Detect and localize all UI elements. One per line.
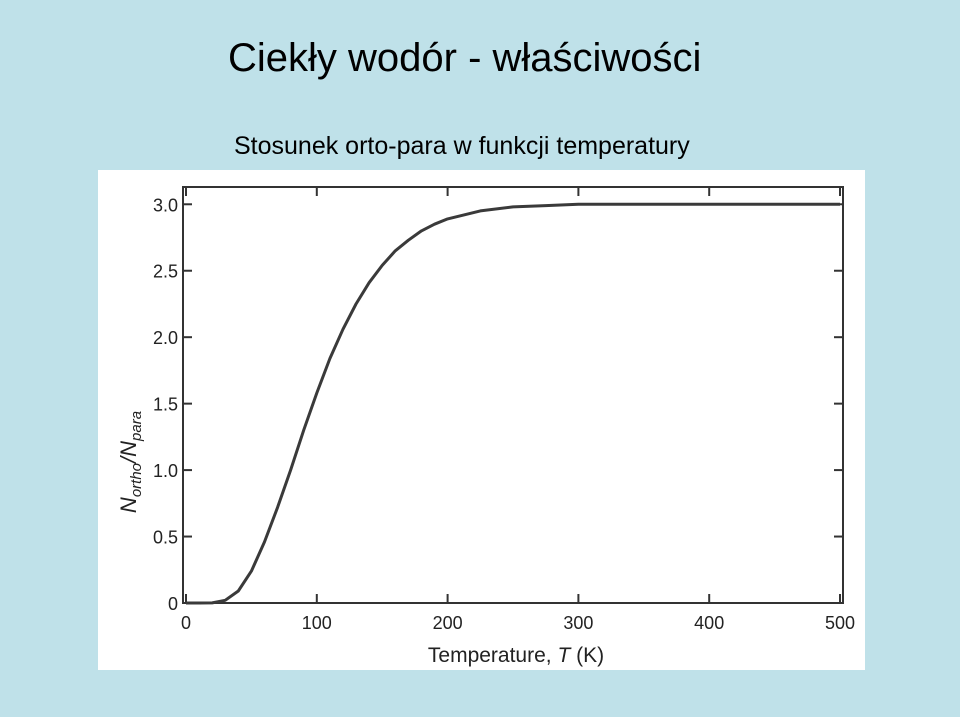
y-label-part: N: [116, 497, 141, 513]
y-tick-label: 2.5: [153, 262, 178, 282]
x-tick-label: 200: [433, 613, 463, 633]
plot-frame: [182, 186, 844, 604]
x-axis-label: Temperature, T (K): [428, 644, 604, 667]
data-line: [186, 202, 840, 605]
x-tick-label: 0: [181, 613, 191, 633]
chart: Northo/Npara Temperature, T (K) 0 0.5 1.0 1…: [98, 170, 865, 670]
x-label-part: Temperature,: [428, 644, 558, 667]
y-label-part: /N: [116, 441, 141, 465]
y-tick-label: 3.0: [153, 195, 178, 215]
y-tick-label: 2.0: [153, 328, 178, 348]
y-axis-label: Northo/Npara: [116, 411, 145, 513]
y-tick-label: 1.0: [153, 461, 178, 481]
y-label-part: ortho: [128, 463, 145, 497]
slide-subtitle: Stosunek orto-para w funkcji temperatury: [234, 132, 690, 160]
y-tick-label: 1.5: [153, 395, 178, 415]
x-tick-label: 300: [563, 613, 593, 633]
y-tick-label: 0: [168, 594, 178, 614]
x-tick-label: 500: [825, 613, 855, 633]
x-label-part: T: [557, 644, 572, 667]
x-label-part: (K): [570, 644, 604, 667]
slide-title: Ciekły wodór - właściwości: [228, 36, 702, 80]
chart-background: [98, 170, 865, 670]
x-tick-label: 100: [302, 613, 332, 633]
y-tick-label: 0.5: [153, 528, 178, 548]
x-tick-label: 400: [694, 613, 724, 633]
y-label-part: para: [128, 411, 145, 442]
